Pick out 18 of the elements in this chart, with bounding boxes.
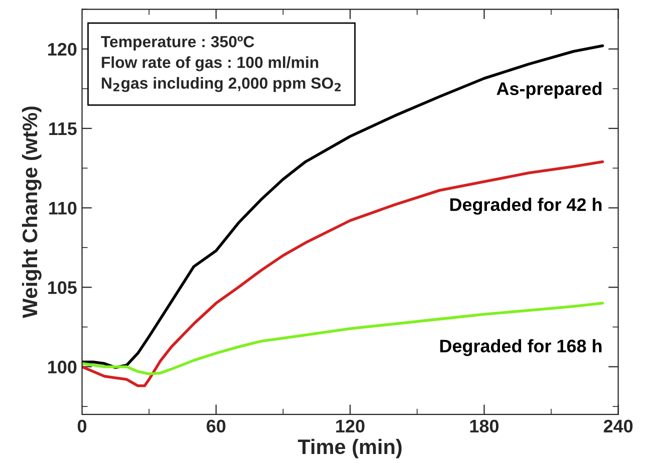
y-tick-label: 110 — [49, 202, 76, 215]
series-label: Degraded for 168 h — [440, 339, 602, 356]
x-tick-label: 240 — [604, 420, 633, 433]
x-tick-label: 60 — [206, 420, 226, 433]
x-tick-label: 0 — [78, 420, 86, 433]
x-axis-title: Time (min) — [298, 438, 402, 458]
y-tick-label: 115 — [49, 122, 77, 136]
y-axis-title: Weight Change (wt%) — [22, 106, 42, 318]
annotation: Temperature : 350ºC — [100, 36, 254, 50]
annotation: Flow rate of gas : 100 ml/min — [102, 56, 318, 72]
x-tick-label: 120 — [336, 420, 364, 433]
annotation: N$_{2}$gas including 2,000 ppm SO$_{2}$ — [102, 77, 341, 92]
y-tick-label: 100 — [48, 360, 76, 374]
y-tick-label: 105 — [48, 281, 77, 294]
series-label: As-prepared — [496, 82, 602, 99]
y-tick-label: 120 — [48, 42, 76, 56]
x-tick-label: 180 — [470, 420, 498, 433]
series-label: Degraded for 42 h — [450, 198, 602, 215]
